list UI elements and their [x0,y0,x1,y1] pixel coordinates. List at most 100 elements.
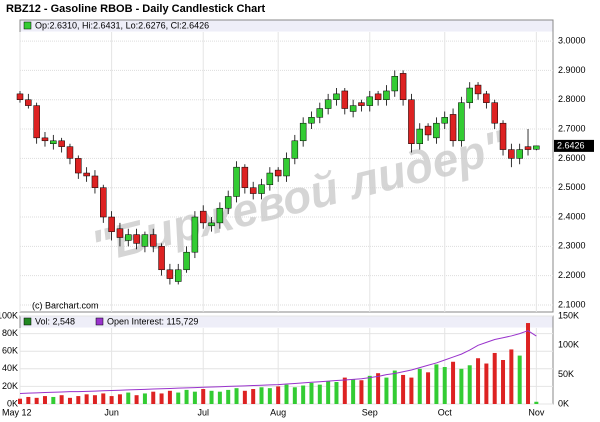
candle-body [383,90,390,100]
candle-body [16,93,24,100]
candle-body [424,125,432,136]
x-tick-label: Oct [438,407,453,417]
candle-body [249,187,257,194]
volume-bar [251,389,256,404]
volume-bar [109,396,114,404]
candle-body [283,158,290,177]
legend-swatch [23,317,32,326]
candle-body [266,172,274,186]
y-tick-label: 2.5000 [558,182,586,192]
candle-body [499,122,507,150]
candle-body [41,137,49,142]
last-price-label: 2.6426 [557,140,585,150]
y-tick-label: 3.0000 [558,35,586,45]
candle-body [91,175,99,188]
candle-body [374,93,382,100]
candle-body [399,73,407,100]
candle-body [183,251,190,271]
candle-body [174,269,182,282]
candle-body [141,234,149,247]
volume-bar [417,368,422,404]
volume-bar [18,398,22,404]
y-tick-label: 60K [2,346,18,356]
candle-body [158,246,165,271]
y-tick-label: 2.9000 [558,65,586,75]
candle-body [516,149,523,159]
volume-bar [409,377,414,404]
x-tick-label: Nov [528,407,545,417]
legend-strip [20,20,553,32]
volume-bar [351,379,356,404]
candle-body [466,87,473,103]
candle-body [116,228,124,238]
volume-bar [142,393,147,404]
volume-bar [492,352,497,404]
candle-body [33,105,40,139]
volume-bar [176,392,181,404]
legend-swatch [23,21,32,30]
candle-body [191,216,199,253]
candle-body [199,210,207,224]
y-tick-label: 2.4000 [558,211,586,221]
x-tick-label: Jun [104,407,119,417]
candle-body [258,184,265,194]
copyright: (c) Barchart.com [32,300,99,310]
y2-tick-label: 100K [558,340,579,350]
candle-body [324,99,332,109]
volume-bar [459,368,464,404]
candle-body [291,140,299,159]
candle-body [241,166,249,188]
volume-bar [517,355,522,404]
y2-tick-label: 0K [558,398,569,408]
y2-tick-label: 150K [558,310,579,320]
volume-bar [401,374,406,404]
volume-bar [242,390,247,404]
candle-body [50,140,57,144]
candle-body [533,145,540,150]
candle-body [341,90,349,109]
volume-bar [192,391,197,404]
candle-body [25,99,32,106]
candle-body [524,146,532,150]
volume-bar [134,395,139,404]
candle-body [449,114,457,142]
y-tick-label: 20K [2,381,18,391]
candle-body [208,222,215,227]
volume-bar [259,387,264,404]
volume-bar [101,393,106,404]
candle-body [366,96,374,106]
legend-label: Vol: 2,548 [35,316,75,326]
candle-body [108,216,115,232]
candle-body [408,99,415,144]
y-tick-label: 100K [0,310,18,320]
volume-bar [301,385,306,404]
volume-bar [276,386,281,404]
volume-bar [126,392,131,404]
volume-bar [334,382,339,404]
volume-bar [76,396,81,404]
candle-body [83,172,90,177]
candle-body [100,187,107,218]
volume-bar [234,388,239,404]
volume-bar [26,396,31,404]
volume-bar [467,365,472,404]
y-tick-label: 2.3000 [558,241,586,251]
x-tick-label: May 12 [2,407,32,417]
legend-swatch [95,317,104,326]
candle-body [66,146,74,159]
volume-bar [51,396,56,404]
x-tick-label: Aug [270,407,286,417]
candle-body [474,84,482,95]
volume-bar [117,394,122,404]
volume-bar [209,390,214,404]
candle-body [125,234,132,241]
legend-strip [20,316,553,328]
volume-bar [217,391,222,404]
volume-bar [342,377,347,404]
volume-bar [384,377,389,404]
volume-bar [59,395,64,404]
volume-bar [67,397,72,404]
candle-body [58,140,65,147]
volume-bar [151,391,156,404]
volume-bar [359,380,364,404]
